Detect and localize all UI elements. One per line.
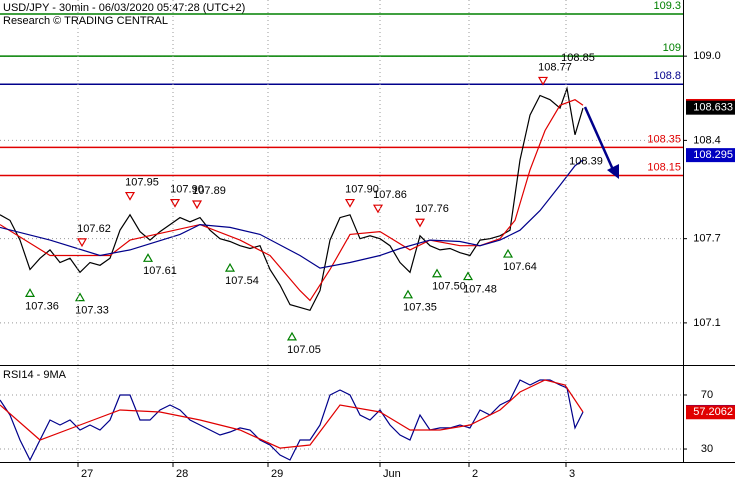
high-label: 107.62 [77, 223, 111, 235]
low-marker [224, 262, 236, 272]
low-label: 107.33 [75, 305, 109, 317]
x-tick-label: 28 [176, 468, 188, 480]
price-box [686, 100, 735, 115]
low-label: 107.50 [432, 281, 466, 293]
low-marker [74, 292, 86, 302]
level-label: 108.15 [647, 161, 681, 173]
high-label: 107.90 [170, 183, 204, 195]
high-label: 107.86 [373, 189, 407, 201]
high-marker [169, 198, 181, 208]
low-label: 107.61 [143, 265, 177, 277]
high-label: 107.90 [345, 183, 379, 195]
chart-subtitle: Research © TRADING CENTRAL [3, 15, 168, 27]
forecast-arrow [583, 106, 616, 173]
high-label: 107.95 [125, 176, 159, 188]
price-note: 108.85 [561, 52, 595, 64]
low-marker [431, 268, 443, 278]
low-marker [502, 248, 514, 258]
x-tick-label: 29 [271, 468, 283, 480]
y-tick-label: 109.0 [693, 50, 721, 62]
low-label: 107.48 [463, 283, 497, 295]
y-tick-label: 107.7 [693, 233, 721, 245]
price-box-label: 57.2062 [693, 406, 733, 418]
high-marker [414, 218, 426, 228]
price-note: 108.39 [569, 156, 603, 168]
series-line [0, 86, 584, 312]
series-line [0, 159, 584, 269]
series-line [0, 379, 584, 462]
low-marker [286, 331, 298, 341]
low-label: 107.05 [287, 344, 321, 356]
y-tick-label: 108.4 [693, 134, 721, 146]
low-marker [402, 289, 414, 299]
price-box-label: 108.295 [693, 149, 733, 161]
low-label: 107.64 [503, 261, 537, 273]
y-tick-label: 70 [701, 389, 713, 401]
x-tick-label: Jun [383, 468, 401, 480]
high-marker [76, 238, 88, 248]
forecast-arrowhead [607, 164, 619, 179]
y-tick-label: 30 [701, 443, 713, 455]
y-tick-label: 107.1 [693, 317, 721, 329]
high-label: 107.76 [415, 203, 449, 215]
level-label: 108.8 [653, 70, 681, 82]
series-line [0, 379, 584, 449]
chart-title: RSI14 - 9MA [3, 369, 67, 381]
low-label: 107.35 [403, 302, 437, 314]
price-box [686, 405, 735, 420]
low-marker [24, 288, 36, 297]
price-box [686, 148, 735, 163]
low-label: 107.36 [25, 300, 59, 312]
x-tick-label: 3 [569, 468, 575, 480]
high-marker [191, 200, 203, 210]
chart-title: USD/JPY - 30min - 06/03/2020 05:47:28 (U… [3, 2, 245, 14]
price-box-label: 108.633 [693, 102, 733, 114]
high-marker [344, 198, 356, 208]
high-marker [124, 191, 136, 201]
high-label: 107.89 [192, 185, 226, 197]
level-label: 109 [663, 42, 681, 54]
level-label: 109.3 [653, 0, 681, 12]
low-label: 107.54 [225, 275, 259, 287]
level-label: 108.35 [647, 133, 681, 145]
x-tick-label: 27 [81, 468, 93, 480]
series-line [0, 99, 584, 302]
x-tick-label: 2 [472, 468, 478, 480]
low-marker [142, 253, 154, 262]
low-marker [462, 271, 474, 281]
high-label: 108.77 [538, 61, 572, 73]
high-marker [537, 76, 549, 86]
